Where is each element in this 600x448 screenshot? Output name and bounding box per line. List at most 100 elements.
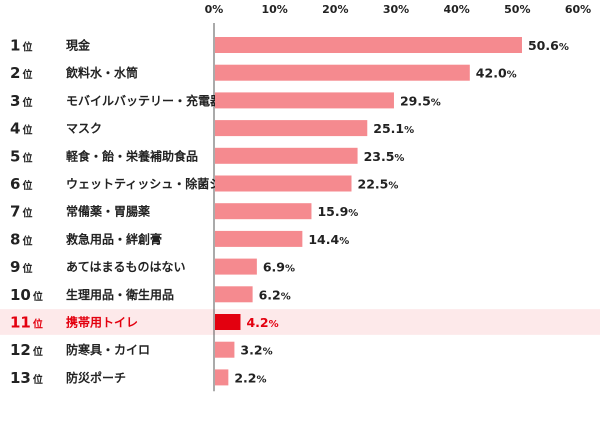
bar — [215, 314, 241, 330]
highlight-row-background — [0, 309, 600, 335]
value-label: 2.2% — [234, 370, 266, 385]
bar-row: 2 位 飲料水・水筒 42.0% — [10, 64, 517, 82]
rank-suffix: 位 — [22, 96, 32, 109]
value-percent-suffix: % — [269, 319, 279, 330]
bar — [215, 92, 394, 109]
category-label: 生理用品・衛生用品 — [66, 287, 174, 302]
value-label: 25.1% — [373, 121, 414, 136]
rank-suffix: 位 — [22, 207, 32, 220]
bar-row: 13 位 防災ポーチ 2.2% — [10, 369, 267, 387]
bar-row: 7 位 常備薬・胃腸薬 15.9% — [10, 203, 358, 221]
bar-row: 10 位 生理用品・衛生用品 6.2% — [10, 286, 291, 304]
bar — [215, 203, 312, 220]
value-label: 22.5% — [358, 177, 399, 192]
rank-suffix: 位 — [22, 262, 32, 275]
bar — [215, 64, 470, 81]
value-label: 29.5% — [400, 93, 441, 108]
value-label: 23.5% — [364, 149, 405, 164]
bar — [215, 175, 352, 192]
rank-label: 10 位 — [10, 286, 43, 304]
value-percent-suffix: % — [431, 97, 441, 108]
value-label: 42.0% — [476, 66, 517, 81]
value-percent-suffix: % — [281, 291, 291, 302]
value-label: 14.4% — [308, 232, 349, 247]
rank-suffix: 位 — [22, 179, 32, 192]
value-label: 50.6% — [528, 38, 569, 53]
bar — [215, 230, 303, 247]
rank-suffix: 位 — [22, 41, 32, 54]
bar — [215, 341, 235, 358]
bar-row: 11 位携帯用トイレ 4.2% — [10, 314, 279, 332]
rank-suffix: 位 — [33, 318, 43, 331]
category-label: 軽食・飴・栄養補助食品 — [66, 148, 198, 163]
value-percent-suffix: % — [263, 347, 273, 358]
bar-row: 5 位 軽食・飴・栄養補助食品 23.5% — [10, 147, 404, 165]
x-tick-label: 0% — [205, 3, 224, 16]
bar-row: 9 位 あてはまるものはない 6.9% — [10, 258, 295, 276]
category-label: 救急用品・絆創膏 — [66, 231, 162, 246]
value-label: 15.9% — [317, 204, 358, 219]
category-label: あてはまるものはない — [66, 260, 186, 274]
value-percent-suffix: % — [388, 181, 398, 192]
rank-suffix: 位 — [22, 151, 32, 164]
bar — [215, 369, 229, 386]
rank-suffix: 位 — [33, 345, 43, 358]
category-label: 現金 — [66, 38, 91, 53]
bar-row: 3 位 モバイルバッテリー・充電器 29.5% — [10, 92, 441, 110]
value-percent-suffix: % — [507, 70, 517, 81]
bar — [215, 147, 358, 164]
bar — [215, 37, 522, 53]
x-tick-label: 20% — [322, 3, 348, 16]
bar-row: 4 位 マスク 25.1% — [10, 120, 414, 138]
x-tick-label: 60% — [565, 3, 591, 16]
category-label: 常備薬・胃腸薬 — [66, 204, 150, 219]
bar — [215, 120, 368, 137]
rank-suffix: 位 — [33, 373, 43, 386]
value-percent-suffix: % — [285, 264, 295, 275]
category-label: ウェットティッシュ・除菌シート — [66, 176, 245, 191]
rank-suffix: 位 — [22, 124, 32, 137]
value-percent-suffix: % — [257, 374, 267, 385]
value-percent-suffix: % — [404, 125, 414, 136]
value-label: 4.2% — [246, 315, 278, 330]
bar — [215, 258, 257, 275]
category-label: モバイルバッテリー・充電器 — [66, 93, 223, 108]
x-tick-label: 50% — [504, 3, 530, 16]
category-label: 防災ポーチ — [66, 370, 126, 385]
rank-suffix: 位 — [22, 68, 32, 81]
x-tick-label: 10% — [261, 3, 287, 16]
x-tick-label: 40% — [443, 3, 469, 16]
rank-label: 12 位 — [10, 341, 43, 359]
category-label: 防寒具・カイロ — [66, 342, 150, 357]
bar-row: 8 位 救急用品・絆創膏 14.4% — [10, 230, 349, 248]
value-percent-suffix: % — [339, 236, 349, 247]
bar-row: 1 位 現金 50.6% — [10, 37, 569, 55]
value-label: 3.2% — [240, 343, 272, 358]
value-percent-suffix: % — [394, 153, 404, 164]
category-label: 飲料水・水筒 — [65, 65, 138, 80]
bar-row: 12 位 防寒具・カイロ 3.2% — [10, 341, 273, 359]
rank-suffix: 位 — [22, 234, 32, 247]
rank-suffix: 位 — [33, 290, 43, 303]
rank-label: 13 位 — [10, 369, 43, 387]
category-label: 携帯用トイレ — [66, 315, 138, 330]
value-label: 6.9% — [263, 260, 295, 275]
value-percent-suffix: % — [559, 42, 569, 53]
value-label: 6.2% — [259, 287, 291, 302]
bar — [215, 286, 253, 303]
category-label: マスク — [66, 122, 102, 136]
x-tick-label: 30% — [383, 3, 409, 16]
value-percent-suffix: % — [348, 208, 358, 219]
bar-row: 6 位 ウェットティッシュ・除菌シート 22.5% — [10, 175, 398, 193]
